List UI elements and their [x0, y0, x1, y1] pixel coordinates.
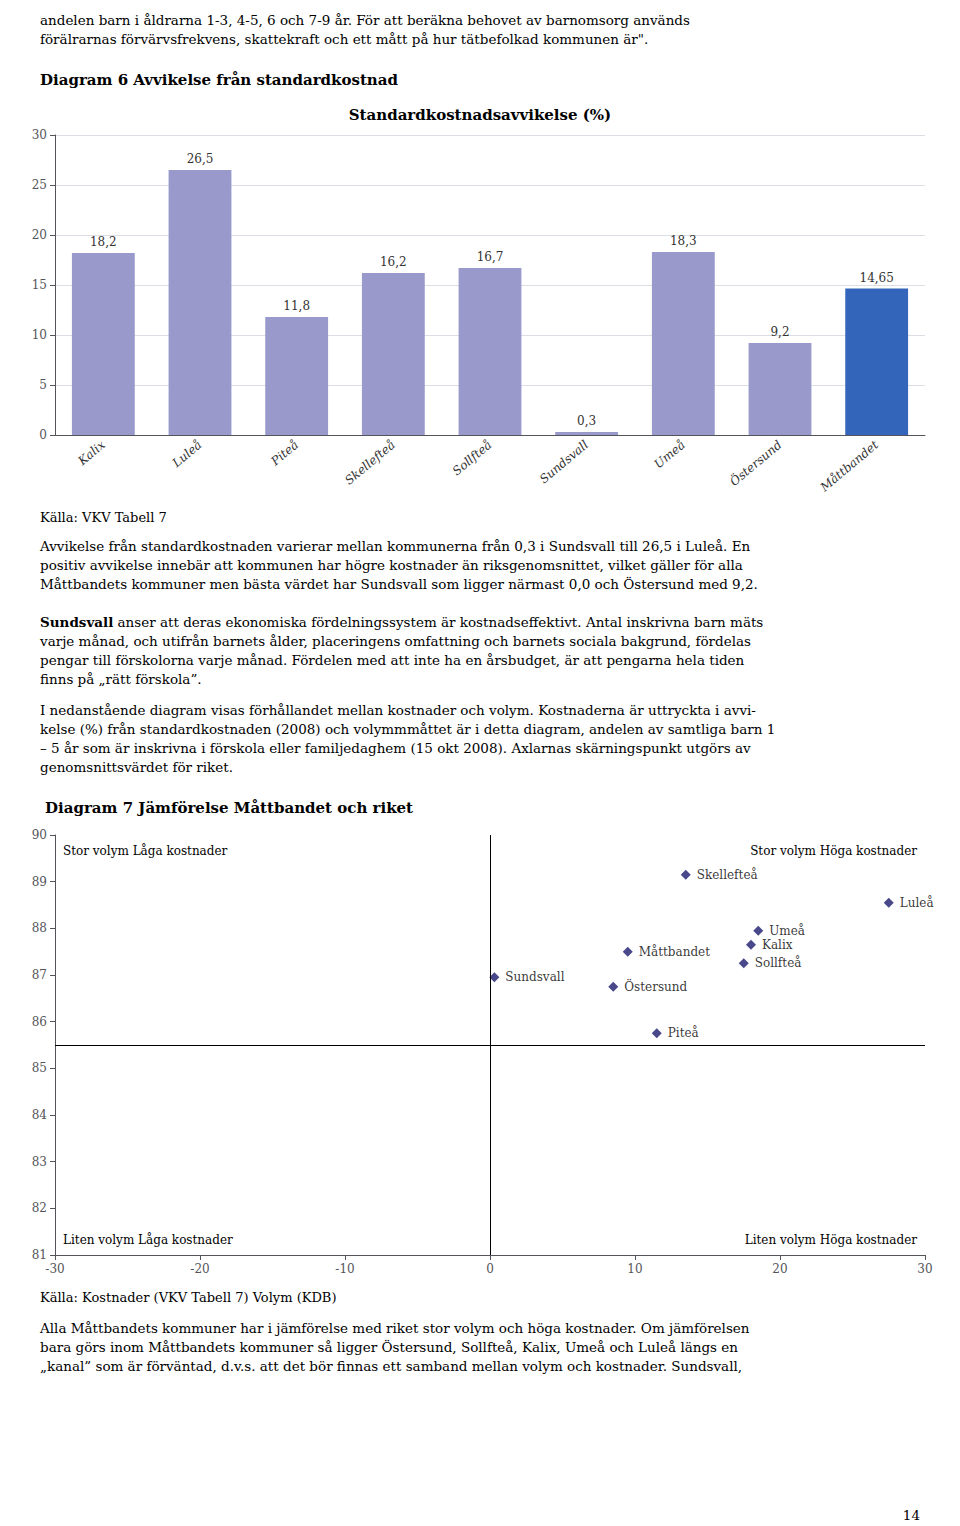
svg-text:-20: -20: [190, 1262, 209, 1276]
svg-text:Östersund: Östersund: [726, 436, 785, 489]
svg-text:I nedanstående diagram visas f: I nedanstående diagram visas förhållande…: [40, 702, 756, 718]
svg-text:förälrarnas förvärvsfrekvens,: förälrarnas förvärvsfrekvens, skattekraf…: [40, 31, 648, 47]
svg-text:bara görs inom Måttbandets kom: bara görs inom Måttbandets kommuner så l…: [40, 1339, 738, 1355]
svg-text:Luleå: Luleå: [900, 895, 934, 910]
svg-text:Måttbandet: Måttbandet: [816, 437, 881, 495]
svg-text:Sundsvall: Sundsvall: [40, 614, 113, 630]
svg-text:Diagram 6 Avvikelse från stand: Diagram 6 Avvikelse från standardkostnad: [40, 71, 398, 89]
svg-text:pengar till förskolorna varje: pengar till förskolorna varje månad. För…: [40, 652, 745, 668]
svg-text:18,3: 18,3: [670, 234, 697, 248]
svg-text:83: 83: [32, 1155, 47, 1169]
svg-text:0: 0: [486, 1262, 494, 1276]
svg-text:84: 84: [32, 1108, 48, 1122]
svg-text:16,2: 16,2: [380, 255, 407, 269]
svg-text:30: 30: [32, 128, 47, 142]
svg-text:Avvikelse från standardkostnad: Avvikelse från standardkostnaden variera…: [39, 538, 751, 554]
svg-text:finns på „rätt förskola”.: finns på „rätt förskola”.: [40, 671, 202, 687]
svg-text:20: 20: [32, 228, 47, 242]
svg-text:Alla Måttbandets kommuner har: Alla Måttbandets kommuner har i jämförel…: [39, 1320, 750, 1336]
svg-text:anser att deras ekonomiska för: anser att deras ekonomiska fördelningssy…: [113, 614, 763, 630]
svg-text:90: 90: [32, 828, 47, 842]
svg-text:Luleå: Luleå: [168, 437, 204, 471]
svg-text:Sundsvall: Sundsvall: [505, 970, 564, 984]
svg-text:14,65: 14,65: [859, 271, 893, 285]
svg-text:Skellefteå: Skellefteå: [697, 867, 758, 882]
svg-text:0: 0: [39, 428, 47, 442]
svg-text:26,5: 26,5: [187, 152, 214, 166]
svg-text:Stor volym Höga kostnader: Stor volym Höga kostnader: [750, 844, 917, 858]
svg-text:9,2: 9,2: [770, 325, 789, 339]
svg-text:Källa: VKV Tabell 7: Källa: VKV Tabell 7: [40, 510, 167, 525]
svg-text:Umeå: Umeå: [769, 923, 805, 938]
svg-text:5: 5: [39, 378, 47, 392]
svg-text:Kalix: Kalix: [762, 938, 793, 952]
svg-text:kelse (%) från standardkostnad: kelse (%) från standardkostnaden (2008) …: [40, 721, 775, 737]
svg-text:– 5 år som är inskrivna i förs: – 5 år som är inskrivna i förskola eller…: [40, 740, 751, 756]
svg-text:Källa: Kostnader (VKV Tabell 7: Källa: Kostnader (VKV Tabell 7) Volym (K…: [40, 1290, 336, 1305]
svg-text:Måttbandets kommuner men bästa: Måttbandets kommuner men bästa värdet ha…: [40, 576, 758, 592]
svg-text:30: 30: [917, 1262, 932, 1276]
svg-text:„kanal” som är förväntad, d.v.: „kanal” som är förväntad, d.v.s. att det…: [40, 1358, 742, 1374]
svg-text:82: 82: [32, 1201, 47, 1215]
svg-text:0,3: 0,3: [577, 414, 596, 428]
svg-text:86: 86: [32, 1015, 47, 1029]
svg-text:positiv avvikelse innebär att: positiv avvikelse innebär att kommunen h…: [40, 557, 743, 573]
svg-text:Sundsvall: Sundsvall: [537, 438, 591, 487]
svg-text:Östersund: Östersund: [624, 978, 687, 994]
svg-text:Piteå: Piteå: [668, 1025, 699, 1040]
svg-text:Sollfteå: Sollfteå: [755, 955, 802, 970]
svg-text:15: 15: [32, 278, 47, 292]
svg-text:Piteå: Piteå: [267, 437, 301, 469]
svg-text:varje månad, och utifrån barne: varje månad, och utifrån barnets ålder, …: [39, 633, 751, 649]
svg-text:Diagram 7 Jämförelse Måttbande: Diagram 7 Jämförelse Måttbandet och rike…: [45, 799, 413, 817]
svg-text:25: 25: [32, 178, 47, 192]
svg-text:88: 88: [32, 921, 47, 935]
svg-text:Umeå: Umeå: [651, 437, 688, 471]
svg-text:-30: -30: [45, 1262, 64, 1276]
svg-text:89: 89: [32, 875, 47, 889]
svg-text:20: 20: [772, 1262, 787, 1276]
svg-text:16,7: 16,7: [477, 250, 504, 264]
svg-text:Liten volym Höga kostnader: Liten volym Höga kostnader: [745, 1233, 918, 1247]
svg-text:Sollfteå: Sollfteå: [449, 437, 494, 478]
svg-text:81: 81: [32, 1248, 47, 1262]
svg-text:10: 10: [32, 328, 47, 342]
svg-text:genomsnittsvärdet för riket.: genomsnittsvärdet för riket.: [40, 759, 233, 775]
svg-text:85: 85: [32, 1061, 47, 1075]
svg-text:87: 87: [32, 968, 47, 982]
svg-text:Liten volym Låga kostnader: Liten volym Låga kostnader: [63, 1232, 233, 1247]
svg-text:-10: -10: [335, 1262, 354, 1276]
svg-text:18,2: 18,2: [90, 235, 117, 249]
svg-text:Måttbandet: Måttbandet: [639, 944, 710, 959]
svg-text:10: 10: [627, 1262, 642, 1276]
svg-text:Stor volym Låga kostnader: Stor volym Låga kostnader: [63, 843, 228, 858]
svg-text:11,8: 11,8: [283, 299, 310, 313]
svg-text:Kalix: Kalix: [75, 437, 108, 468]
svg-text:14: 14: [903, 1507, 920, 1523]
svg-text:andelen barn i åldrarna 1-3, 4: andelen barn i åldrarna 1-3, 4-5, 6 och …: [40, 12, 690, 28]
svg-text:Standardkostnadsavvikelse (%): Standardkostnadsavvikelse (%): [349, 106, 611, 124]
svg-text:Skellefteå: Skellefteå: [342, 437, 398, 488]
